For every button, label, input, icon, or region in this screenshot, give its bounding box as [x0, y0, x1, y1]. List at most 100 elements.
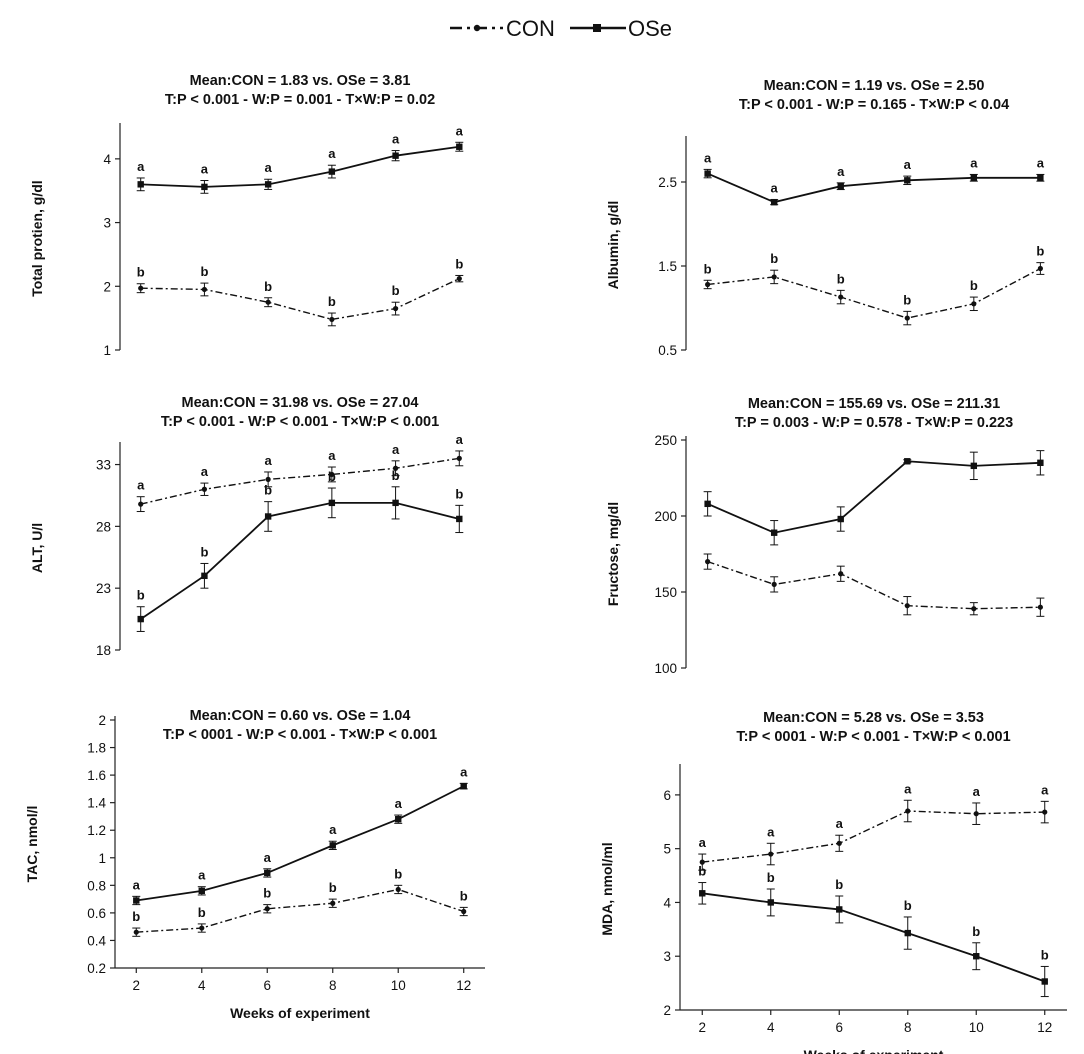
- y-tick-label: 2: [103, 279, 111, 294]
- y-tick-label: 4: [103, 152, 111, 167]
- x-tick-label: 10: [391, 978, 406, 993]
- data-point-ose: [198, 887, 205, 895]
- data-point-con: [138, 285, 144, 291]
- x-tick-label: 2: [699, 1020, 707, 1035]
- data-point-ose: [456, 143, 463, 150]
- data-point-con: [905, 808, 911, 814]
- significance-letter: b: [264, 483, 272, 498]
- data-point-con: [973, 811, 979, 817]
- data-point-con: [265, 476, 271, 482]
- y-tick-label: 0.2: [87, 961, 106, 976]
- chart-subtitle: T:P < 0.001 - W:P < 0.001 - T×W:P < 0.00…: [161, 414, 439, 430]
- data-point-ose: [137, 181, 144, 188]
- significance-letter: a: [265, 453, 273, 468]
- chart-panel-5: Mean:CON = 0.60 vs. OSe = 1.04 T:P < 0001…: [24, 708, 485, 1021]
- y-tick-label: 23: [96, 581, 111, 596]
- data-point-ose: [1041, 978, 1048, 985]
- data-point-ose: [704, 170, 711, 177]
- data-point-con: [1042, 809, 1048, 815]
- y-tick-label: 6: [663, 788, 671, 803]
- y-tick-label: 0.5: [658, 343, 677, 358]
- chart-panel-2: Mean:CON = 1.19 vs. OSe = 2.50 T:P < 0.00…: [605, 78, 1045, 358]
- data-point-ose: [201, 183, 208, 191]
- data-point-ose: [770, 198, 778, 206]
- data-point-con: [329, 316, 335, 323]
- significance-letter: a: [201, 464, 209, 479]
- y-tick-label: 1.8: [87, 741, 106, 756]
- x-axis-label: Weeks of experiment: [804, 1047, 944, 1054]
- significance-letter: b: [328, 469, 336, 484]
- y-axis-label: Albumin, g/dl: [605, 201, 621, 290]
- data-point-ose: [392, 499, 399, 507]
- y-tick-label: 1: [103, 343, 111, 358]
- series-line-con: [140, 278, 460, 321]
- significance-letter: a: [1037, 155, 1045, 170]
- significance-letter: a: [264, 850, 272, 865]
- chart-title: Mean:CON = 1.83 vs. OSe = 3.81: [190, 73, 411, 89]
- data-point-con: [201, 486, 208, 492]
- chart-subtitle: T:P < 0001 - W:P < 0.001 - T×W:P < 0.001: [163, 727, 437, 743]
- data-point-ose: [704, 500, 711, 508]
- y-tick-label: 1.2: [87, 823, 106, 838]
- data-point-ose: [904, 458, 911, 465]
- y-tick-label: 5: [663, 842, 671, 857]
- data-point-ose: [973, 953, 980, 960]
- significance-letter: a: [137, 159, 145, 174]
- x-tick-label: 8: [904, 1020, 912, 1035]
- y-tick-label: 2.5: [658, 175, 677, 190]
- significance-letter: b: [1041, 947, 1049, 962]
- legend: CON OSe: [450, 16, 672, 41]
- significance-letter: a: [837, 164, 845, 179]
- significance-letter: a: [771, 181, 779, 196]
- data-point-con: [768, 851, 774, 857]
- data-point-ose: [837, 183, 844, 190]
- series-line-con: [136, 888, 464, 933]
- y-tick-label: 2: [98, 713, 106, 728]
- chart-panels: Mean:CON = 1.83 vs. OSe = 3.81 T:P < 0.00…: [24, 73, 1067, 1054]
- data-point-con: [904, 603, 910, 609]
- significance-letter: a: [460, 764, 468, 779]
- data-point-con: [201, 286, 208, 293]
- significance-letter: b: [698, 864, 706, 879]
- significance-letter: a: [767, 824, 775, 839]
- data-point-con: [838, 571, 844, 577]
- data-point-con: [456, 455, 462, 461]
- y-tick-label: 3: [663, 949, 671, 964]
- series-line-ose: [140, 145, 460, 188]
- significance-letter: b: [1036, 244, 1044, 259]
- legend-con-label: CON: [506, 16, 555, 41]
- y-axis-label: Fructose, mg/dl: [605, 502, 621, 606]
- significance-letter: a: [329, 822, 337, 837]
- data-point-ose: [264, 513, 272, 520]
- significance-letter: b: [392, 283, 400, 298]
- significance-letter: b: [132, 909, 140, 924]
- x-axis-label: Weeks of experiment: [230, 1005, 370, 1021]
- y-tick-label: 33: [96, 458, 111, 473]
- significance-letter: b: [835, 877, 843, 892]
- y-axis-label: Total protien, g/dl: [29, 180, 45, 296]
- y-tick-label: 0.4: [87, 933, 106, 948]
- x-tick-label: 6: [835, 1020, 843, 1035]
- significance-letter: b: [460, 888, 468, 903]
- chart-subtitle: T:P < 0.001 - W:P = 0.165 - T×W:P < 0.04: [739, 97, 1009, 113]
- y-tick-label: 28: [96, 519, 111, 534]
- y-tick-label: 0.6: [87, 906, 106, 921]
- chart-title: Mean:CON = 0.60 vs. OSe = 1.04: [190, 708, 411, 724]
- data-point-ose: [329, 842, 336, 849]
- y-tick-label: 0.8: [87, 878, 106, 893]
- y-axis-label: ALT, U/l: [29, 523, 45, 573]
- series-line-con: [707, 267, 1041, 319]
- significance-letter: a: [699, 835, 707, 850]
- chart-title: Mean:CON = 5.28 vs. OSe = 3.53: [763, 710, 984, 726]
- significance-letter: a: [904, 157, 912, 172]
- y-tick-label: 1: [98, 851, 106, 866]
- data-point-con: [1037, 604, 1043, 610]
- significance-letter: a: [265, 160, 273, 175]
- data-point-ose: [395, 816, 402, 823]
- data-point-con: [392, 305, 399, 312]
- series-line-ose: [707, 172, 1041, 204]
- x-tick-label: 10: [969, 1020, 984, 1035]
- legend-ose-label: OSe: [628, 16, 672, 41]
- significance-letter: a: [704, 150, 712, 165]
